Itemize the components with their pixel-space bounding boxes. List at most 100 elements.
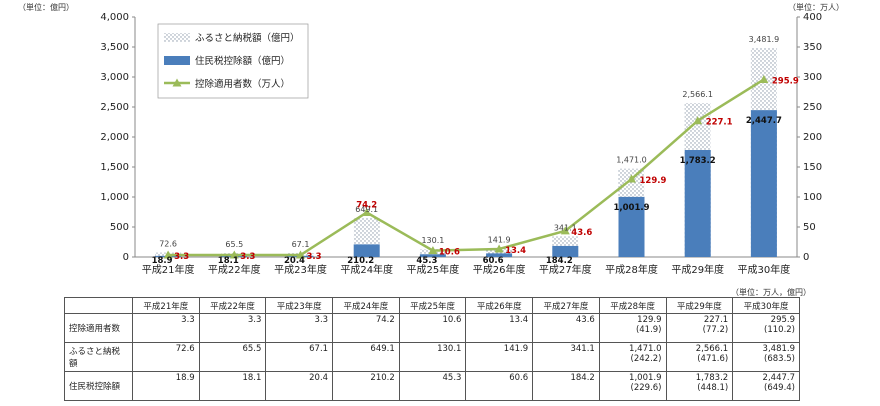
- table-cell: 130.1: [398, 342, 467, 372]
- table-cell: 129.9 (41.9): [598, 313, 667, 343]
- deduction-label: 184.2: [546, 256, 573, 266]
- table-header-cell: 平成24年度: [332, 297, 400, 314]
- table-cell: 13.4: [465, 313, 534, 343]
- left-tick-label: 2,000: [100, 132, 129, 143]
- cell-value: 60.6: [509, 373, 529, 383]
- table-cell: 67.1: [265, 342, 334, 372]
- deduction-bar: [552, 245, 579, 257]
- chart: 0 500 1,000 1,500 2,000 2,500 3,000 3,500 4,000 0…: [100, 12, 822, 276]
- cell-value: 1,783.2: [695, 373, 729, 383]
- people-line: [168, 78, 765, 257]
- cell-value: 141.9: [503, 344, 529, 354]
- table-unit: （単位：万人，億円）: [731, 288, 811, 297]
- data-table: 平成21年度 平成22年度 平成23年度 平成24年度 平成25年度 平成26年度 平成27…: [64, 297, 800, 401]
- table-cell: 18.1: [198, 371, 267, 401]
- cell-value: 1,001.9: [629, 373, 662, 383]
- cell-value: 649.1: [370, 344, 395, 354]
- table-cell: 72.6: [132, 342, 200, 372]
- x-tick-label: 平成24年度: [340, 263, 393, 276]
- table-header-cell: 平成27年度: [532, 297, 600, 314]
- table-row: 控除適用者数 3.3 3.3 3.3 74.2 10.6 13.4 43.6 129.9 (41.…: [64, 313, 800, 343]
- x-tick-label: 平成30年度: [738, 263, 791, 276]
- cell-value: 2,566.1: [695, 344, 729, 354]
- table-row-label: 住民税控除額: [64, 371, 133, 401]
- deduction-label: 1,001.9: [613, 203, 649, 213]
- deduction-label: 2,447.7: [746, 116, 782, 126]
- people-label: 13.4: [505, 246, 526, 256]
- right-tick-label: 350: [803, 42, 822, 53]
- donation-label: 67.1: [292, 240, 310, 249]
- cell-value: 45.3: [442, 373, 462, 383]
- table-cell: 74.2: [332, 313, 400, 343]
- cell-subvalue: (683.5): [764, 354, 795, 364]
- table-row-label: 控除適用者数: [64, 313, 133, 343]
- people-point: [296, 250, 305, 259]
- left-tick-label: 1,500: [100, 162, 129, 173]
- donation-label: 141.9: [488, 235, 511, 244]
- people-point: [229, 250, 239, 259]
- cell-value: 65.5: [242, 344, 262, 354]
- people-point: [627, 174, 636, 183]
- people-point: [494, 244, 504, 253]
- table-cell: 1,783.2 (448.1): [665, 371, 734, 401]
- x-tick-label: 平成26年度: [473, 263, 526, 276]
- legend-swatch-marker: [172, 78, 182, 87]
- table-header-cell: [64, 297, 133, 314]
- table-cell: 3,481.9 (683.5): [732, 342, 800, 372]
- table-cell: 60.6: [465, 371, 534, 401]
- cell-value: 3.3: [314, 315, 329, 325]
- table-header-cell: 平成29年度: [665, 297, 734, 314]
- cell-value: 3,481.9: [762, 344, 795, 354]
- table-cell: 227.1 (77.2): [665, 313, 734, 343]
- right-tick-label: 0: [803, 252, 809, 263]
- legend-label-people: 控除適用者数（万人）: [195, 78, 290, 90]
- x-tick-label: 平成28年度: [605, 263, 658, 276]
- deduction-label: 1,783.2: [680, 156, 716, 166]
- table-cell: 295.9 (110.2): [732, 313, 800, 343]
- deduction-bar: [684, 150, 711, 257]
- left-tick-label: 3,000: [100, 72, 129, 83]
- x-tick-label: 平成22年度: [208, 263, 261, 276]
- table-header-cell: 平成28年度: [598, 297, 667, 314]
- x-tick-label: 平成21年度: [142, 263, 195, 276]
- table-cell: 649.1: [332, 342, 400, 372]
- donation-bar: [486, 248, 513, 257]
- donation-label: 3,481.9: [749, 35, 780, 44]
- people-point: [362, 207, 372, 216]
- deduction-bar: [419, 254, 446, 257]
- people-label: 3.3: [174, 252, 189, 262]
- cell-value: 72.6: [175, 344, 195, 354]
- cell-subvalue: (229.6): [630, 383, 662, 393]
- cell-value: 13.4: [509, 315, 529, 325]
- cell-value: 2,447.7: [762, 373, 795, 383]
- table-header-cell: 平成25年度: [398, 297, 467, 314]
- table-cell: 141.9: [465, 342, 534, 372]
- left-tick-label: 1,000: [100, 192, 129, 203]
- table-header-cell: 平成26年度: [465, 297, 534, 314]
- table-cell: 45.3: [398, 371, 467, 401]
- deduction-label: 60.6: [483, 256, 504, 266]
- cell-value: 67.1: [309, 344, 329, 354]
- table-cell: 10.6: [398, 313, 467, 343]
- right-tick-label: 250: [803, 102, 822, 113]
- deduction-bar: [486, 253, 513, 257]
- deduction-bar: [618, 196, 645, 257]
- cell-value: 1,471.0: [629, 344, 662, 354]
- table-cell: 43.6: [532, 313, 600, 343]
- left-tick-label: 0: [123, 252, 129, 263]
- table-cell: 184.2: [532, 371, 600, 401]
- cell-value: 18.1: [242, 373, 262, 383]
- people-label: 10.6: [439, 248, 460, 258]
- donation-label: 130.1: [421, 236, 444, 245]
- people-point: [428, 246, 438, 255]
- cell-value: 227.1: [703, 315, 729, 325]
- people-point: [163, 250, 173, 259]
- right-axis-unit: （単位：万人）: [788, 3, 844, 12]
- table-header-cell: 平成22年度: [198, 297, 267, 314]
- people-point: [759, 74, 769, 83]
- deduction-label: 18.1: [218, 256, 239, 266]
- cell-subvalue: (448.1): [697, 383, 729, 393]
- table-header-cell: 平成23年度: [265, 297, 334, 314]
- donation-label: 1,471.0: [616, 156, 647, 165]
- legend: ふるさと納税額（億円） 住民税控除額（億円） 控除適用者数（万人）: [157, 23, 309, 99]
